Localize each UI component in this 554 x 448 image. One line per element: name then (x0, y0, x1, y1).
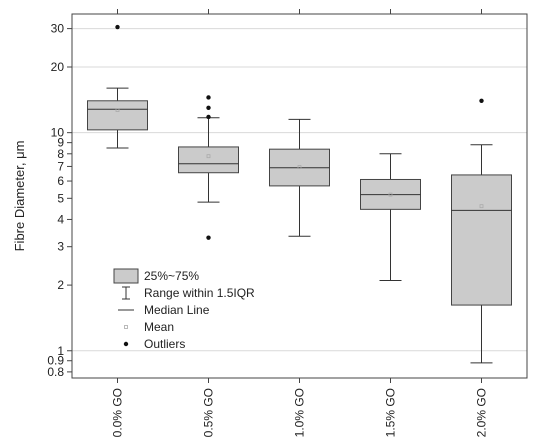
y-tick-label: 0.9 (47, 354, 64, 368)
y-tick-label: 5 (57, 191, 64, 205)
mean-marker (297, 165, 302, 170)
y-tick-label: 20 (51, 60, 65, 74)
y-tick-label: 6 (57, 174, 64, 188)
outlier-point (206, 95, 211, 100)
mean-marker (115, 108, 120, 112)
box-group (451, 98, 512, 364)
box-group (269, 118, 330, 237)
box-group (360, 153, 421, 281)
y-tick-label: 8 (57, 147, 64, 161)
iqr-box (178, 146, 239, 174)
legend-label: Range within 1.5IQR (144, 286, 255, 300)
legend: 25%~75% Range within 1.5IQR Median Line Mea… (113, 268, 255, 351)
y-tick-label: 30 (51, 22, 65, 36)
legend-box-swatch (113, 268, 139, 284)
y-tick-label: 9 (57, 136, 64, 150)
y-tick-label: 1 (57, 344, 64, 358)
x-tick-label: 0.0% GO (111, 388, 125, 437)
y-tick-label: 0.8 (47, 365, 64, 379)
legend-label: 25%~75% (144, 269, 199, 283)
legend-mean-swatch (124, 325, 128, 329)
iqr-box (451, 174, 512, 306)
grid-lines (72, 28, 527, 352)
x-tick-label: 1.0% GO (293, 388, 307, 437)
y-tick-label: 4 (57, 212, 64, 226)
x-tick-label: 0.5% GO (202, 388, 216, 437)
y-tick-label: 3 (57, 240, 64, 254)
x-tick-label: 1.5% GO (384, 388, 398, 437)
legend-outlier-swatch (123, 341, 129, 347)
box-group (87, 24, 148, 149)
mean-marker (388, 192, 393, 197)
mean-marker (206, 154, 211, 159)
outlier-point (206, 235, 211, 240)
box-group (178, 95, 239, 240)
legend-label: Mean (144, 320, 174, 334)
y-axis-title: Fibre Diameter, μm (12, 141, 27, 252)
mean-marker (479, 204, 484, 209)
outlier-point (206, 114, 211, 120)
outlier-point (479, 98, 484, 103)
x-tick-label: 2.0% GO (475, 388, 489, 437)
y-tick-label: 10 (51, 126, 65, 140)
outlier-point (206, 105, 211, 111)
boxes (87, 24, 512, 364)
outlier-point (115, 24, 120, 30)
legend-label: Median Line (144, 303, 210, 317)
y-tick-label: 2 (57, 278, 64, 292)
legend-label: Outliers (144, 337, 185, 351)
y-tick-label: 7 (57, 159, 64, 173)
iqr-box (87, 100, 148, 131)
